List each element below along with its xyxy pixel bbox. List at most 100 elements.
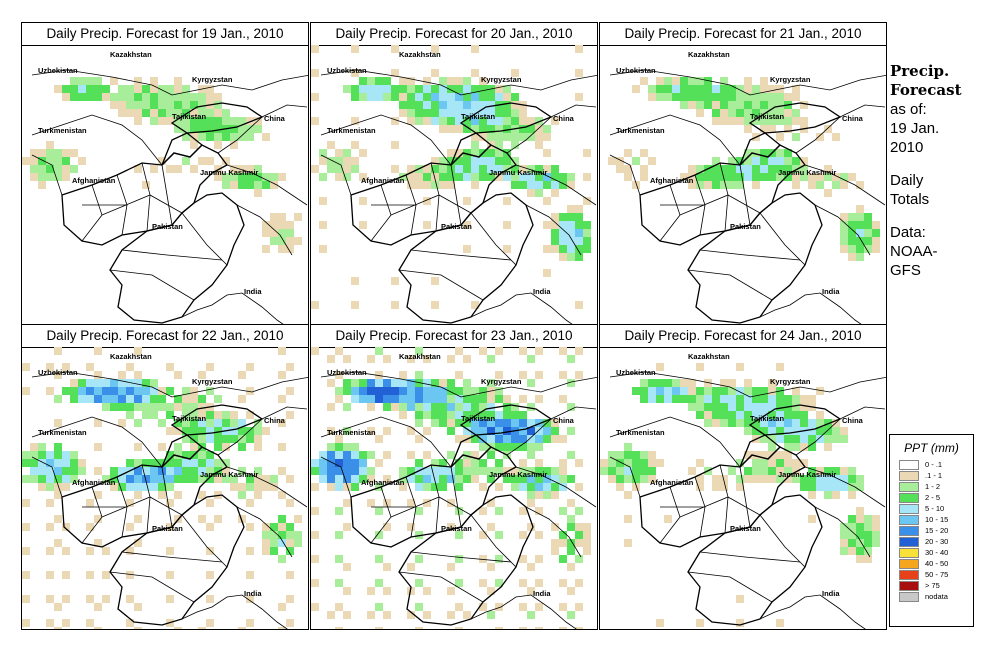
precip-cell	[150, 77, 158, 85]
precip-cell	[46, 173, 54, 181]
precip-cell	[832, 491, 840, 499]
precip-cell	[567, 475, 575, 483]
precip-cell	[22, 499, 30, 507]
precip-cell	[46, 483, 54, 491]
precip-cell	[776, 403, 784, 411]
precip-cell	[744, 149, 752, 157]
precip-cell	[118, 387, 126, 395]
precip-cell	[768, 117, 776, 125]
precip-cell	[343, 379, 351, 387]
precip-cell	[784, 165, 792, 173]
map-label-turkmenistan: Turkmenistan	[327, 126, 376, 135]
precip-cell	[22, 459, 30, 467]
precip-cell	[680, 173, 688, 181]
precip-cell	[399, 173, 407, 181]
precip-cell	[696, 619, 704, 627]
precip-cell	[760, 387, 768, 395]
precip-cell	[648, 85, 656, 93]
precip-grid	[22, 77, 302, 253]
precip-cell	[720, 93, 728, 101]
precip-cell	[62, 459, 70, 467]
precip-cell	[70, 77, 78, 85]
precip-cell	[383, 475, 391, 483]
precip-cell	[126, 411, 134, 419]
precip-cell	[126, 395, 134, 403]
precip-cell	[150, 411, 158, 419]
precip-cell	[495, 483, 503, 491]
precip-cell	[335, 579, 343, 587]
precip-cell	[319, 475, 327, 483]
precip-cell	[118, 403, 126, 411]
precip-cell	[624, 467, 632, 475]
precip-cell	[238, 483, 246, 491]
precip-cell	[848, 515, 856, 523]
precip-cell	[752, 419, 760, 427]
precip-cell	[624, 515, 632, 523]
precip-cell	[311, 579, 319, 587]
precip-cell	[399, 93, 407, 101]
precip-cell	[752, 395, 760, 403]
precip-cell	[190, 475, 198, 483]
legend-item: 50 - 75	[890, 569, 973, 580]
precip-cell	[744, 419, 752, 427]
precip-cell	[455, 507, 463, 515]
legend-item: nodata	[890, 591, 973, 602]
map-label-pakistan: Pakistan	[730, 524, 761, 533]
border-line	[81, 184, 103, 242]
precip-cell	[158, 491, 166, 499]
precip-cell	[535, 475, 543, 483]
precip-cell	[744, 173, 752, 181]
precip-cell	[656, 93, 664, 101]
precip-cell	[30, 173, 38, 181]
precip-cell	[824, 189, 832, 197]
border-line	[609, 69, 886, 96]
precip-cell	[351, 379, 359, 387]
precip-cell	[319, 459, 327, 467]
precip-cell	[776, 395, 784, 403]
precip-cell	[455, 93, 463, 101]
precip-cell	[712, 109, 720, 117]
precip-cell	[78, 467, 86, 475]
precip-cell	[38, 443, 46, 451]
precip-cell	[311, 165, 319, 173]
precip-cell	[367, 499, 375, 507]
border-line	[515, 164, 597, 206]
precip-cell	[519, 109, 527, 117]
precip-cell	[768, 387, 776, 395]
precip-cell	[118, 419, 126, 427]
precip-cell	[696, 459, 704, 467]
precip-cell	[150, 109, 158, 117]
precip-cell	[214, 173, 222, 181]
precip-cell	[343, 611, 351, 619]
precip-cell	[142, 411, 150, 419]
precip-cell	[760, 157, 768, 165]
precip-cell	[407, 379, 415, 387]
precip-cell	[487, 475, 495, 483]
legend-label: 50 - 75	[925, 570, 949, 579]
precip-cell	[351, 451, 359, 459]
precip-cell	[94, 379, 102, 387]
precip-cell	[792, 93, 800, 101]
map-label-uzbekistan: Uzbekistan	[327, 66, 367, 75]
precip-cell	[479, 117, 487, 125]
precip-cell	[840, 531, 848, 539]
precip-cell	[375, 435, 383, 443]
precip-cell	[856, 483, 864, 491]
border-line	[370, 184, 392, 242]
precip-cell	[214, 141, 222, 149]
precip-cell	[343, 387, 351, 395]
precip-cell	[848, 491, 856, 499]
precip-cell	[214, 467, 222, 475]
precip-cell	[70, 467, 78, 475]
precip-cell	[624, 165, 632, 173]
precip-cell	[447, 467, 455, 475]
precip-cell	[62, 157, 70, 165]
precip-cell	[126, 475, 134, 483]
forecast-info: Precip. Forecast as of: 19 Jan. 2010 Dai…	[890, 62, 980, 280]
precip-cell	[423, 387, 431, 395]
precip-cell	[832, 435, 840, 443]
precip-cell	[351, 475, 359, 483]
precip-cell	[463, 467, 471, 475]
precip-cell	[712, 117, 720, 125]
precip-cell	[495, 555, 503, 563]
